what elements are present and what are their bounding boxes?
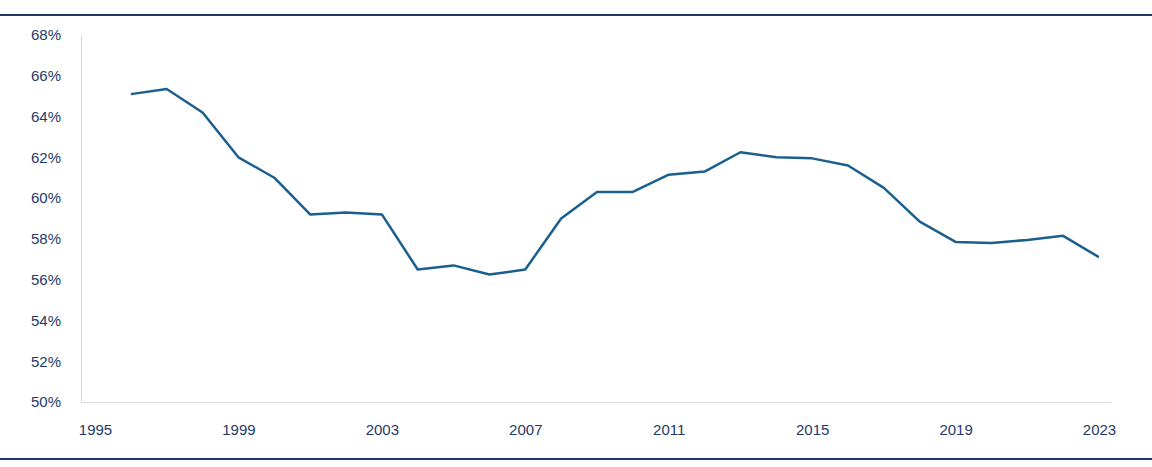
x-tick-label: 1999 [222, 421, 255, 438]
top-rule [0, 14, 1152, 16]
plot-area [131, 89, 1099, 275]
x-tick: 2019 [939, 402, 972, 438]
y-tick-label: 60% [31, 189, 61, 206]
y-tick-label: 50% [31, 393, 61, 410]
y-tick: 54% [31, 312, 81, 329]
x-tick: 1999 [222, 402, 255, 438]
y-tick: 50% [31, 393, 81, 410]
y-axis: 50% 52% 54% 56% 58% 60% 62% 64% 66% 68% [31, 26, 82, 410]
x-tick: 2007 [509, 402, 542, 438]
x-tick: 2015 [796, 402, 829, 438]
y-tick-label: 66% [31, 67, 61, 84]
x-tick-label: 2007 [509, 421, 542, 438]
y-tick-label: 64% [31, 108, 61, 125]
y-tick: 68% [31, 26, 81, 43]
x-tick-label: 2015 [796, 421, 829, 438]
x-axis-line [81, 402, 1111, 403]
y-tick-label: 68% [31, 26, 61, 43]
x-tick-label: 2003 [366, 421, 399, 438]
y-tick: 60% [31, 189, 81, 206]
bottom-rule [0, 458, 1152, 460]
x-tick: 2003 [366, 402, 399, 438]
y-tick-label: 56% [31, 271, 61, 288]
y-tick-label: 62% [31, 149, 61, 166]
x-tick: 2011 [653, 402, 685, 438]
y-tick: 62% [31, 149, 81, 166]
y-tick: 52% [31, 353, 81, 370]
x-tick: 1995 [79, 402, 112, 438]
y-tick-label: 58% [31, 230, 61, 247]
y-tick: 66% [31, 67, 81, 84]
y-tick: 56% [31, 271, 81, 288]
x-tick-label: 2023 [1083, 421, 1116, 438]
y-tick: 58% [31, 230, 81, 247]
x-tick-label: 2011 [653, 421, 685, 438]
x-tick-label: 1995 [79, 421, 112, 438]
y-axis-line [81, 35, 82, 402]
x-axis: 1995 1999 2003 2007 2011 2015 2019 2023 [79, 402, 1116, 438]
y-tick-label: 52% [31, 353, 61, 370]
data-line [131, 89, 1099, 275]
y-tick: 64% [31, 108, 81, 125]
x-tick: 2023 [1083, 402, 1116, 438]
y-tick-label: 54% [31, 312, 61, 329]
x-tick-label: 2019 [939, 421, 972, 438]
